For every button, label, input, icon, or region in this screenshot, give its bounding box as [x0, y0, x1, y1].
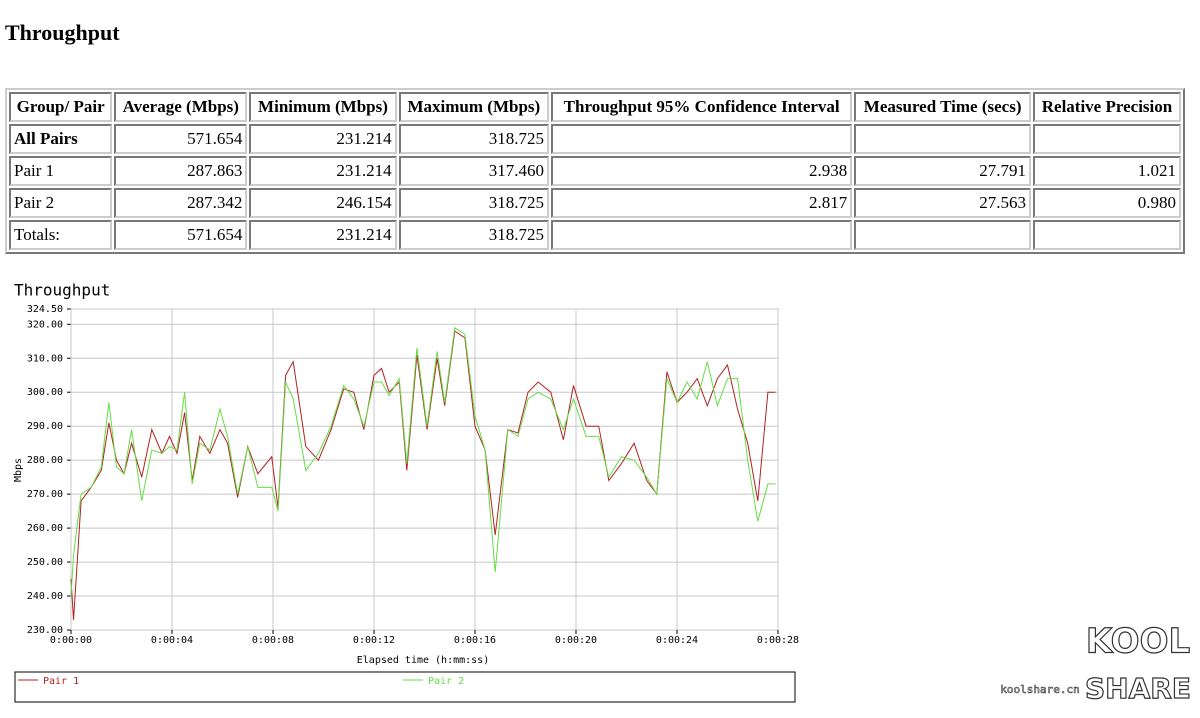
table-cell: Pair 2 [9, 188, 113, 218]
table-cell: Pair 1 [9, 156, 113, 186]
y-axis-label: Mbps [13, 458, 24, 482]
table-cell [854, 220, 1031, 250]
legend-box [14, 671, 796, 703]
table-cell: 2.938 [551, 156, 853, 186]
legend-label: Pair 1 [43, 676, 79, 687]
table-cell: 318.725 [398, 188, 550, 218]
x-tick-label: 0:00:00 [50, 635, 92, 646]
y-tick-label: 320.00 [27, 319, 63, 330]
legend-label: Pair 2 [428, 676, 464, 687]
y-tick-label: 270.00 [27, 489, 63, 500]
table-cell: 318.725 [398, 220, 550, 250]
watermark-site: koolshare.cn [1000, 683, 1079, 696]
column-header: Group/ Pair [9, 92, 113, 122]
table-cell [551, 124, 853, 154]
chart-title: Throughput [14, 281, 110, 300]
x-axis-label: Elapsed time (h:mm:ss) [357, 655, 489, 666]
table-cell: 27.791 [854, 156, 1031, 186]
column-header: Throughput 95% Confidence Interval [551, 92, 853, 122]
table-row: Totals: 571.654 231.214 318.725 [9, 220, 1181, 250]
y-tick-label: 310.00 [27, 353, 63, 364]
x-tick-label: 0:00:24 [656, 635, 698, 646]
x-tick-label: 0:00:12 [353, 635, 395, 646]
column-header: Minimum (Mbps) [249, 92, 397, 122]
table-cell: All Pairs [9, 124, 113, 154]
y-tick-label: 230.00 [27, 625, 63, 636]
table-row: Pair 2 287.342 246.154 318.725 2.817 27.563 0.… [9, 188, 1181, 218]
column-header: Average (Mbps) [114, 92, 248, 122]
results-table: Group/ Pair Average (Mbps) Minimum (Mbps) M… [5, 88, 1185, 254]
x-tick-label: 0:00:20 [555, 635, 597, 646]
y-tick-label: 260.00 [27, 523, 63, 534]
x-tick-label: 0:00:04 [151, 635, 193, 646]
plot-frame [70, 308, 779, 631]
watermark-logo: KOOL [1086, 622, 1190, 662]
column-header: Maximum (Mbps) [398, 92, 550, 122]
table-cell: 0.980 [1032, 188, 1181, 218]
table-row: Pair 1 287.863 231.214 317.460 2.938 27.791 1.… [9, 156, 1181, 186]
table-cell: 231.214 [249, 124, 397, 154]
line-series [70, 326, 776, 597]
y-tick-label: 240.00 [27, 591, 63, 602]
y-tick-label: 250.00 [27, 557, 63, 568]
table-cell: 571.654 [114, 220, 248, 250]
column-header: Relative Precision [1032, 92, 1181, 122]
table-cell: 246.154 [249, 188, 397, 218]
y-tick-label: 324.50 [27, 304, 63, 315]
y-tick-label: 290.00 [27, 421, 63, 432]
x-tick-label: 0:00:16 [454, 635, 496, 646]
table-cell: 231.214 [249, 156, 397, 186]
x-tick-label: 0:00:28 [757, 635, 799, 646]
table-cell [1032, 220, 1181, 250]
table-cell: 27.563 [854, 188, 1031, 218]
table-cell [1032, 124, 1181, 154]
table-cell: 287.863 [114, 156, 248, 186]
watermark-logo: SHARE [1085, 672, 1191, 705]
table-cell: 571.654 [114, 124, 248, 154]
table-cell: 317.460 [398, 156, 550, 186]
table-cell: Totals: [9, 220, 113, 250]
table-cell: 318.725 [398, 124, 550, 154]
table-row: All Pairs 571.654 231.214 318.725 [9, 124, 1181, 154]
x-tick-label: 0:00:08 [252, 635, 294, 646]
header-row: Group/ Pair Average (Mbps) Minimum (Mbps) M… [9, 92, 1181, 122]
y-tick-label: 280.00 [27, 455, 63, 466]
table-cell: 2.817 [551, 188, 853, 218]
y-tick-label: 300.00 [27, 387, 63, 398]
column-header: Measured Time (secs) [854, 92, 1031, 122]
line-series [70, 330, 776, 620]
table-cell: 287.342 [114, 188, 248, 218]
table-cell [854, 124, 1031, 154]
table-cell [551, 220, 853, 250]
page-title: Throughput [5, 20, 120, 45]
table-cell: 231.214 [249, 220, 397, 250]
table-cell: 1.021 [1032, 156, 1181, 186]
